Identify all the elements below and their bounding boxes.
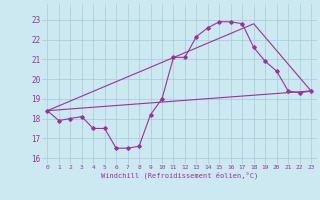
X-axis label: Windchill (Refroidissement éolien,°C): Windchill (Refroidissement éolien,°C) (100, 172, 258, 179)
